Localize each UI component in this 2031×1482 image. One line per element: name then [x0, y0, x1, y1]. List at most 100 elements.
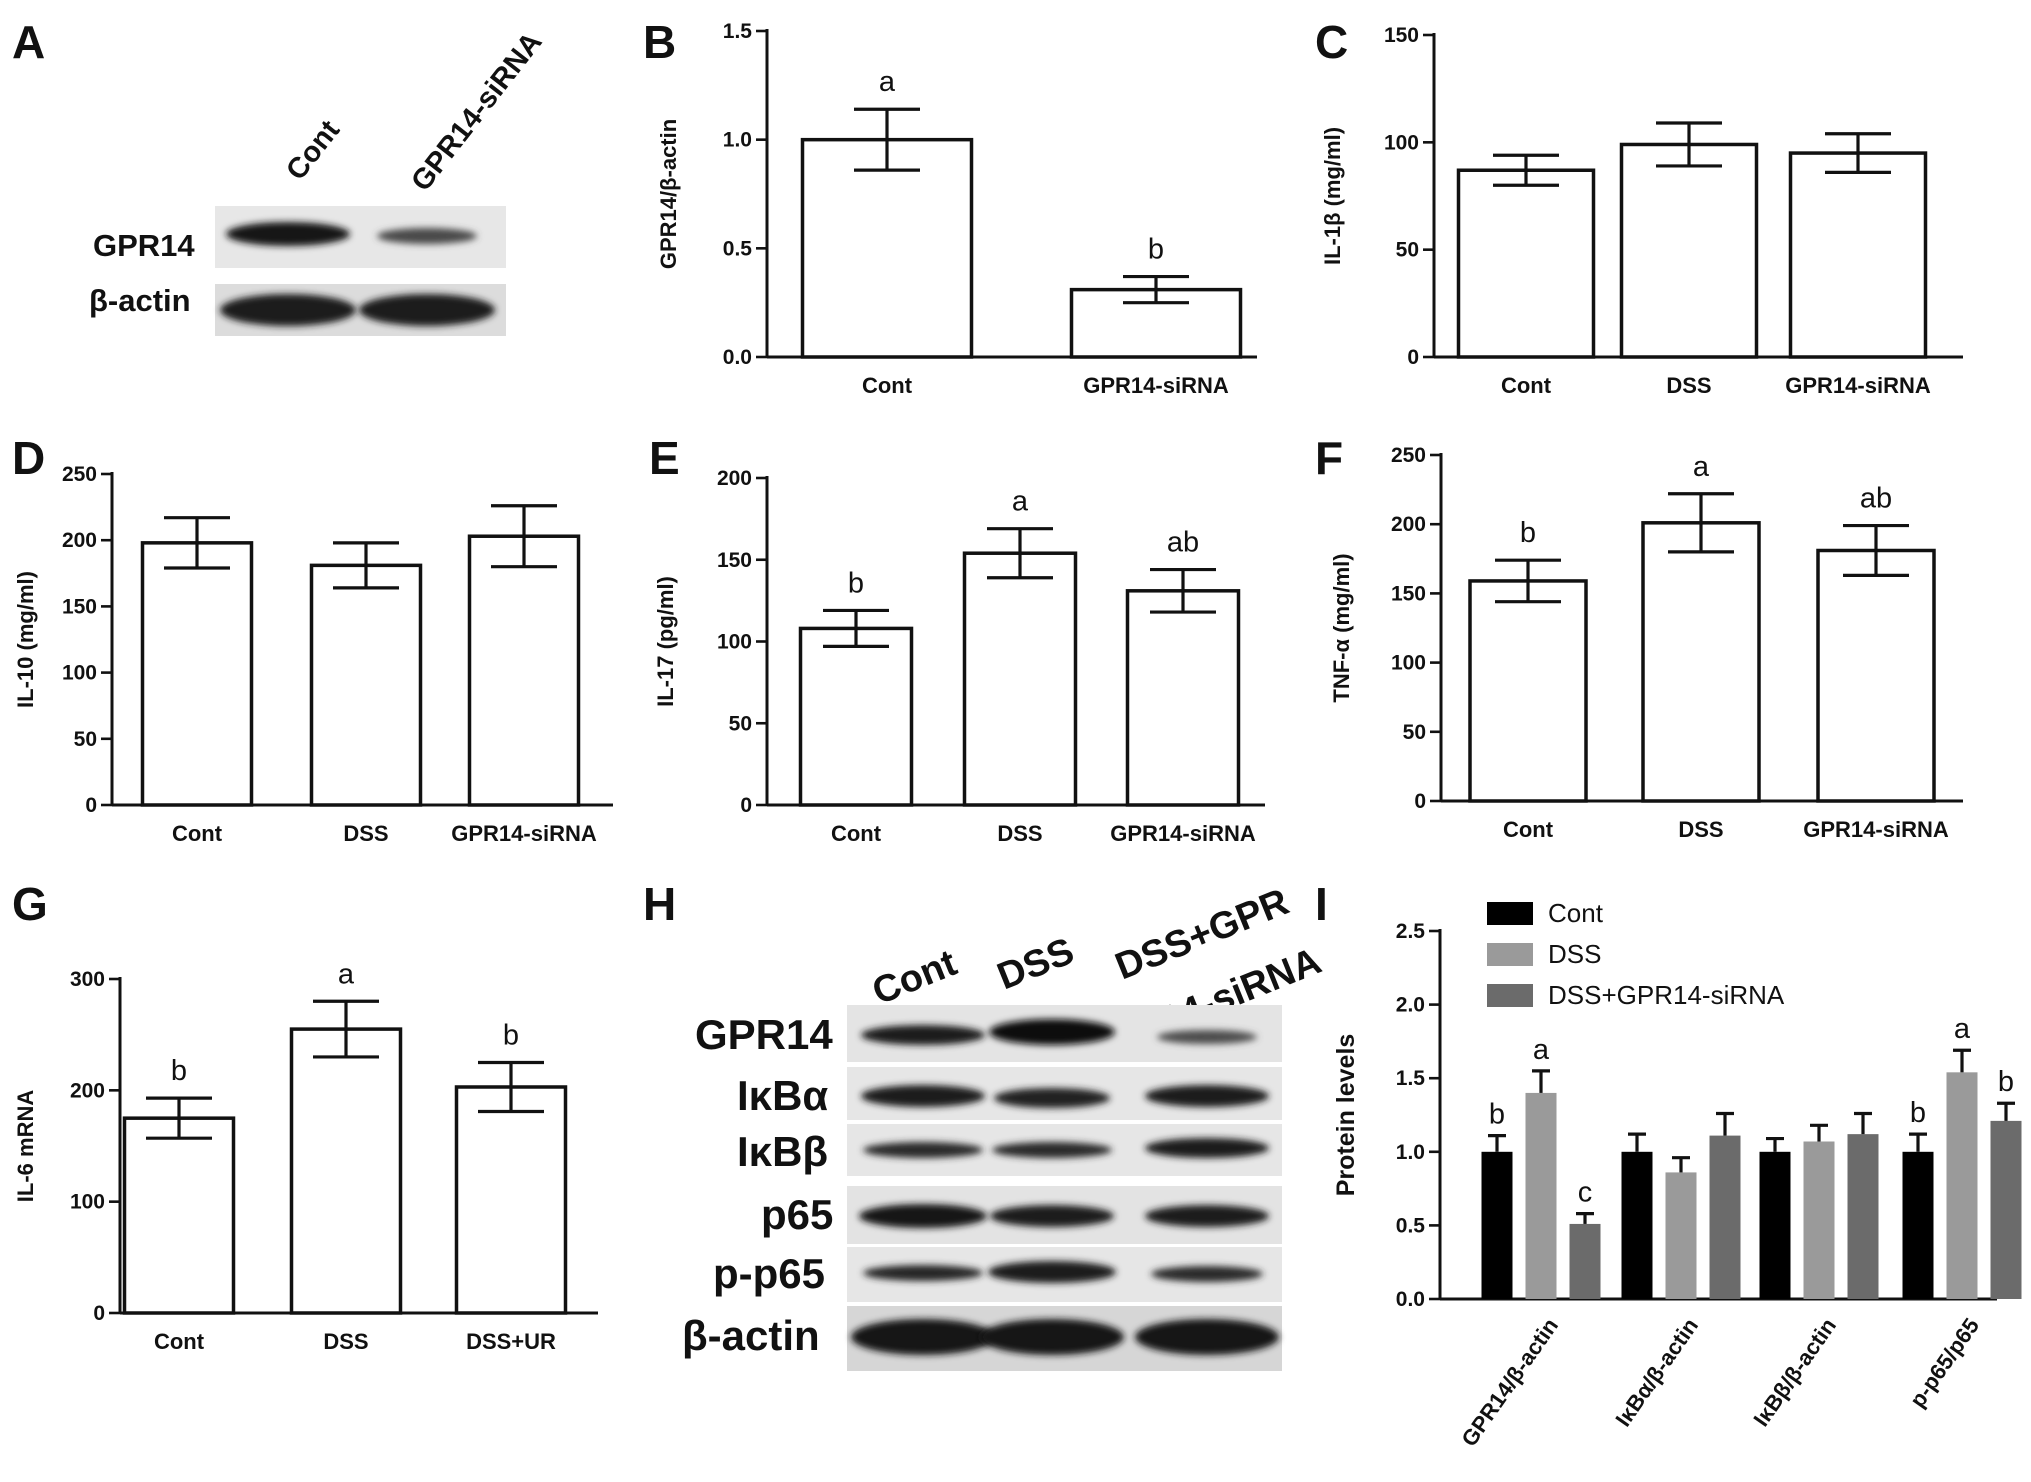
chart-g: 0 100 200 300 b Cont a DSS b DSS+UR IL-6 mRNA — [13, 958, 598, 1354]
chart-f-bar-dss — [1641, 521, 1761, 803]
chart-c-y-tick-label: 50 — [1396, 239, 1419, 262]
chart-c-category-label: Cont — [1501, 373, 1552, 398]
chart-d-bar-cont — [140, 541, 254, 807]
chart-c-y-axis-label: IL-1β (mg/ml) — [1320, 127, 1345, 265]
chart-i-category-label: p-p65/p65 — [1905, 1314, 1984, 1412]
chart-b-y-tick-label: 1.5 — [723, 20, 753, 43]
blot-h-row-label-p-p65: p-p65 — [713, 1250, 825, 1297]
chart-g-category-label: Cont — [154, 1329, 205, 1354]
blot-a-lane-label-cont: Cont — [280, 114, 346, 186]
chart-f: 0 50 100 150 200 250 b Cont a DSS ab GPR14-siRNA TNF… — [1329, 444, 1963, 842]
blot-h-band — [863, 1142, 983, 1158]
chart-d-y-tick-label: 50 — [74, 728, 97, 751]
chart-d-y-tick-label: 0 — [85, 794, 97, 817]
blot-h-band — [989, 1019, 1115, 1045]
chart-b-category-label: Cont — [862, 373, 913, 398]
chart-i-legend-swatch-cont — [1487, 902, 1533, 925]
chart-i-bar-dss-gpr14-sirna-i-b-actin — [1847, 1134, 1879, 1299]
chart-i-significance-label: b — [1910, 1097, 1926, 1129]
chart-g-y-tick-label: 300 — [70, 968, 105, 991]
blot-h-band — [861, 1025, 985, 1045]
chart-c-bar-dss — [1619, 142, 1759, 359]
blot-h: Cont DSS DSS+GPR 14-siRNA GPR14 IκBα IκB… — [682, 881, 1327, 1371]
chart-c: 0 50 100 150 Cont DSS GPR14-siRNA IL-1β (mg/ml) — [1320, 24, 1963, 398]
chart-g-y-tick-label: 200 — [70, 1079, 105, 1102]
blot-h-band — [988, 1261, 1116, 1283]
chart-f-y-tick-label: 250 — [1391, 444, 1426, 467]
panel-letter-h: H — [643, 878, 676, 930]
chart-i-y-tick-label: 2.5 — [1396, 920, 1426, 943]
chart-i-y-tick-label: 0.0 — [1396, 1288, 1425, 1311]
chart-i-bar-dss-p-p65-p65 — [1946, 1072, 1978, 1299]
chart-i-category-label: IκBα/β-actin — [1610, 1314, 1703, 1432]
blot-h-row-label-ikbb: IκBβ — [737, 1128, 828, 1175]
chart-f-bar-cont — [1468, 579, 1588, 803]
blot-h-lane-label-cont: Cont — [867, 942, 963, 1013]
chart-e-category-label: GPR14-siRNA — [1110, 821, 1256, 846]
chart-f-bar-gpr14-sirna — [1816, 548, 1936, 803]
blot-h-band — [851, 1319, 995, 1355]
chart-f-category-label: Cont — [1503, 817, 1554, 842]
chart-e-y-tick-label: 200 — [717, 467, 752, 490]
chart-c-bar-gpr14-sirna — [1788, 151, 1928, 359]
chart-f-y-axis-label: TNF-α (mg/ml) — [1329, 553, 1354, 702]
chart-e-category-label: Cont — [831, 821, 882, 846]
panel-letter-e: E — [649, 432, 680, 484]
blot-a-band-actin-cont — [220, 294, 356, 326]
chart-d-y-tick-label: 150 — [62, 595, 97, 618]
chart-b-y-tick-label: 1.0 — [723, 129, 752, 152]
chart-i-y-tick-label: 1.5 — [1396, 1067, 1426, 1090]
chart-g-y-tick-label: 0 — [93, 1302, 105, 1325]
chart-i-bar-dss-i-b-actin — [1665, 1172, 1697, 1299]
chart-i-bar-dss-gpr14-sirna-gpr14-actin — [1569, 1223, 1601, 1299]
chart-i-bar-cont-i-b-actin — [1759, 1151, 1791, 1299]
chart-e-significance-label: ab — [1167, 527, 1199, 559]
chart-i-category-label: IκBβ/β-actin — [1748, 1314, 1841, 1431]
chart-c-bar-cont — [1456, 168, 1596, 359]
chart-g-bar-dss — [289, 1027, 403, 1315]
panel-letter-a: A — [12, 16, 45, 68]
chart-f-category-label: GPR14-siRNA — [1803, 817, 1949, 842]
chart-e-bar-cont — [798, 626, 914, 807]
blot-h-band — [980, 1319, 1124, 1355]
blot-h-lane-label-dss: DSS — [992, 930, 1080, 998]
blot-h-band — [1151, 1266, 1263, 1282]
blot-h-band — [863, 1265, 983, 1281]
chart-f-significance-label: b — [1520, 517, 1536, 549]
chart-e-y-tick-label: 0 — [740, 794, 752, 817]
panel-letter-f: F — [1315, 432, 1343, 484]
chart-i-legend-swatch-dss-gpr14-sirna — [1487, 984, 1533, 1007]
chart-f-y-tick-label: 200 — [1391, 513, 1426, 536]
chart-b-y-tick-label: 0.5 — [723, 237, 753, 260]
blot-a-lane-label-gpr14-sirna: GPR14-siRNA — [405, 26, 548, 197]
chart-d-y-tick-label: 250 — [62, 463, 97, 486]
chart-f-significance-label: ab — [1860, 483, 1892, 515]
chart-e-significance-label: b — [848, 567, 864, 599]
chart-c-y-tick-label: 0 — [1407, 346, 1419, 369]
chart-i-bar-dss-gpr14-sirna-p-p65-p65 — [1990, 1120, 2022, 1299]
blot-h-band — [1135, 1319, 1279, 1355]
blot-h-band — [994, 1088, 1110, 1108]
chart-b-category-label: GPR14-siRNA — [1083, 373, 1229, 398]
blot-h-row-label-gpr14: GPR14 — [695, 1011, 833, 1058]
chart-d: 0 50 100 150 200 250 Cont DSS GPR14-siRNA IL-10 (… — [13, 463, 613, 846]
chart-i-category-label: GPR14/β-actin — [1456, 1314, 1563, 1452]
chart-i-bar-cont-p-p65-p65 — [1902, 1151, 1934, 1299]
chart-b-significance-label: a — [879, 66, 896, 98]
chart-c-y-tick-label: 150 — [1384, 24, 1419, 47]
chart-i-y-tick-label: 1.0 — [1396, 1141, 1425, 1164]
chart-i-y-tick-label: 2.0 — [1396, 994, 1425, 1017]
blot-a: Cont GPR14-siRNA GPR14 β-actin — [89, 26, 549, 336]
chart-d-y-tick-label: 200 — [62, 529, 97, 552]
chart-i-significance-label: a — [1954, 1013, 1971, 1045]
chart-i-legend-label-dss: DSS — [1548, 939, 1601, 969]
blot-h-row-label-p65: p65 — [761, 1191, 833, 1238]
chart-e-y-axis-label: IL-17 (pg/ml) — [653, 576, 678, 707]
blot-h-band — [992, 1142, 1112, 1158]
chart-i-significance-label: a — [1533, 1034, 1550, 1066]
chart-e-y-tick-label: 100 — [717, 631, 752, 654]
chart-c-category-label: DSS — [1666, 373, 1711, 398]
chart-d-y-tick-label: 100 — [62, 662, 97, 685]
